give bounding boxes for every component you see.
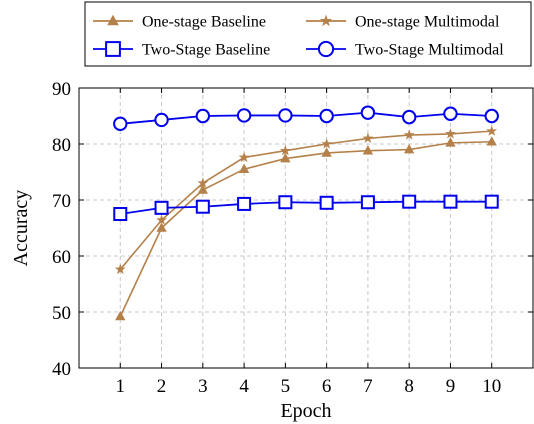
x-tick-label: 5	[281, 376, 291, 397]
data-point	[197, 177, 209, 188]
legend-label: One-stage Multimodal	[355, 14, 500, 31]
data-point	[236, 108, 252, 123]
data-point	[360, 105, 376, 120]
data-point	[484, 194, 499, 209]
legend-label: One-stage Baseline	[142, 14, 266, 31]
series-line	[120, 200, 492, 215]
data-point	[402, 194, 417, 209]
data-point	[486, 136, 497, 146]
data-point	[486, 125, 498, 136]
y-tick-label: 70	[52, 191, 71, 212]
chart-grid	[79, 88, 533, 368]
data-point	[362, 145, 374, 155]
y-tick-label: 60	[52, 247, 71, 268]
x-tick-label: 6	[322, 376, 332, 397]
legend-marker	[319, 14, 333, 27]
data-point	[278, 108, 293, 123]
legend-entry: Two-Stage Baseline	[93, 41, 270, 59]
series-line	[119, 130, 492, 270]
data-point	[154, 112, 169, 128]
data-point	[321, 138, 333, 149]
x-tick-label: 1	[116, 376, 126, 397]
legend-marker	[105, 41, 121, 57]
data-point	[114, 263, 126, 275]
data-point	[195, 108, 211, 124]
y-tick-label: 80	[52, 135, 71, 156]
series-line	[119, 140, 492, 317]
data-point	[319, 195, 334, 210]
series-one-stage-baseline	[115, 136, 497, 321]
legend-entry: Two-Stage Multimodal	[306, 40, 504, 59]
series-two-stage-multimodal	[113, 105, 499, 132]
data-point	[279, 144, 291, 156]
data-point	[443, 106, 458, 121]
data-point	[280, 153, 291, 163]
x-tick-label: 2	[157, 376, 167, 397]
series-one-stage-multimodal	[114, 125, 498, 275]
x-tick-label: 7	[363, 376, 373, 397]
data-point	[237, 196, 252, 211]
data-point	[156, 214, 167, 225]
data-point	[484, 108, 499, 124]
y-tick-label: 50	[52, 303, 71, 324]
y-axis-label: Accuracy	[10, 190, 32, 267]
data-point	[360, 195, 375, 210]
data-point	[113, 116, 128, 132]
plot-frame	[78, 87, 534, 369]
data-point	[321, 147, 332, 157]
data-point	[443, 194, 458, 209]
legend-label: Two-Stage Multimodal	[355, 42, 504, 59]
series-line	[120, 111, 492, 125]
data-point	[195, 199, 210, 214]
x-tick-label: 10	[482, 376, 501, 397]
chart-axes: 1 2 3 4 5 6 7 8 9 10 40 50 60 70 80 90	[52, 79, 533, 397]
data-point	[278, 195, 293, 210]
data-point	[113, 207, 128, 221]
x-tick-label: 4	[239, 376, 249, 397]
data-point	[404, 144, 415, 154]
data-point	[197, 184, 208, 194]
y-tick-label: 40	[52, 359, 71, 380]
data-point	[154, 200, 169, 215]
data-point	[445, 128, 456, 139]
data-point	[403, 129, 415, 140]
x-axis-label: Epoch	[280, 400, 331, 422]
x-tick-label: 8	[404, 376, 414, 397]
legend-label: Two-Stage Baseline	[142, 42, 270, 59]
data-point	[362, 132, 374, 144]
data-point	[445, 137, 456, 147]
data-point	[319, 108, 334, 124]
data-point	[238, 151, 250, 163]
chart-legend: One-stage Baseline One-stage Multimodal Tw…	[84, 1, 532, 67]
data-point	[238, 163, 250, 173]
x-tick-label: 9	[446, 376, 456, 397]
data-point	[156, 222, 167, 232]
x-tick-label: 3	[198, 376, 208, 397]
legend-marker	[107, 14, 119, 26]
chart-series	[113, 105, 499, 321]
legend-box	[84, 1, 532, 67]
y-tick-label: 90	[52, 79, 71, 100]
legend-entry: One-stage Baseline	[93, 14, 266, 31]
data-point	[115, 310, 126, 321]
data-point	[401, 109, 417, 125]
legend-marker	[317, 40, 335, 58]
legend-entry: One-stage Multimodal	[306, 14, 500, 31]
series-two-stage-baseline	[113, 194, 499, 221]
